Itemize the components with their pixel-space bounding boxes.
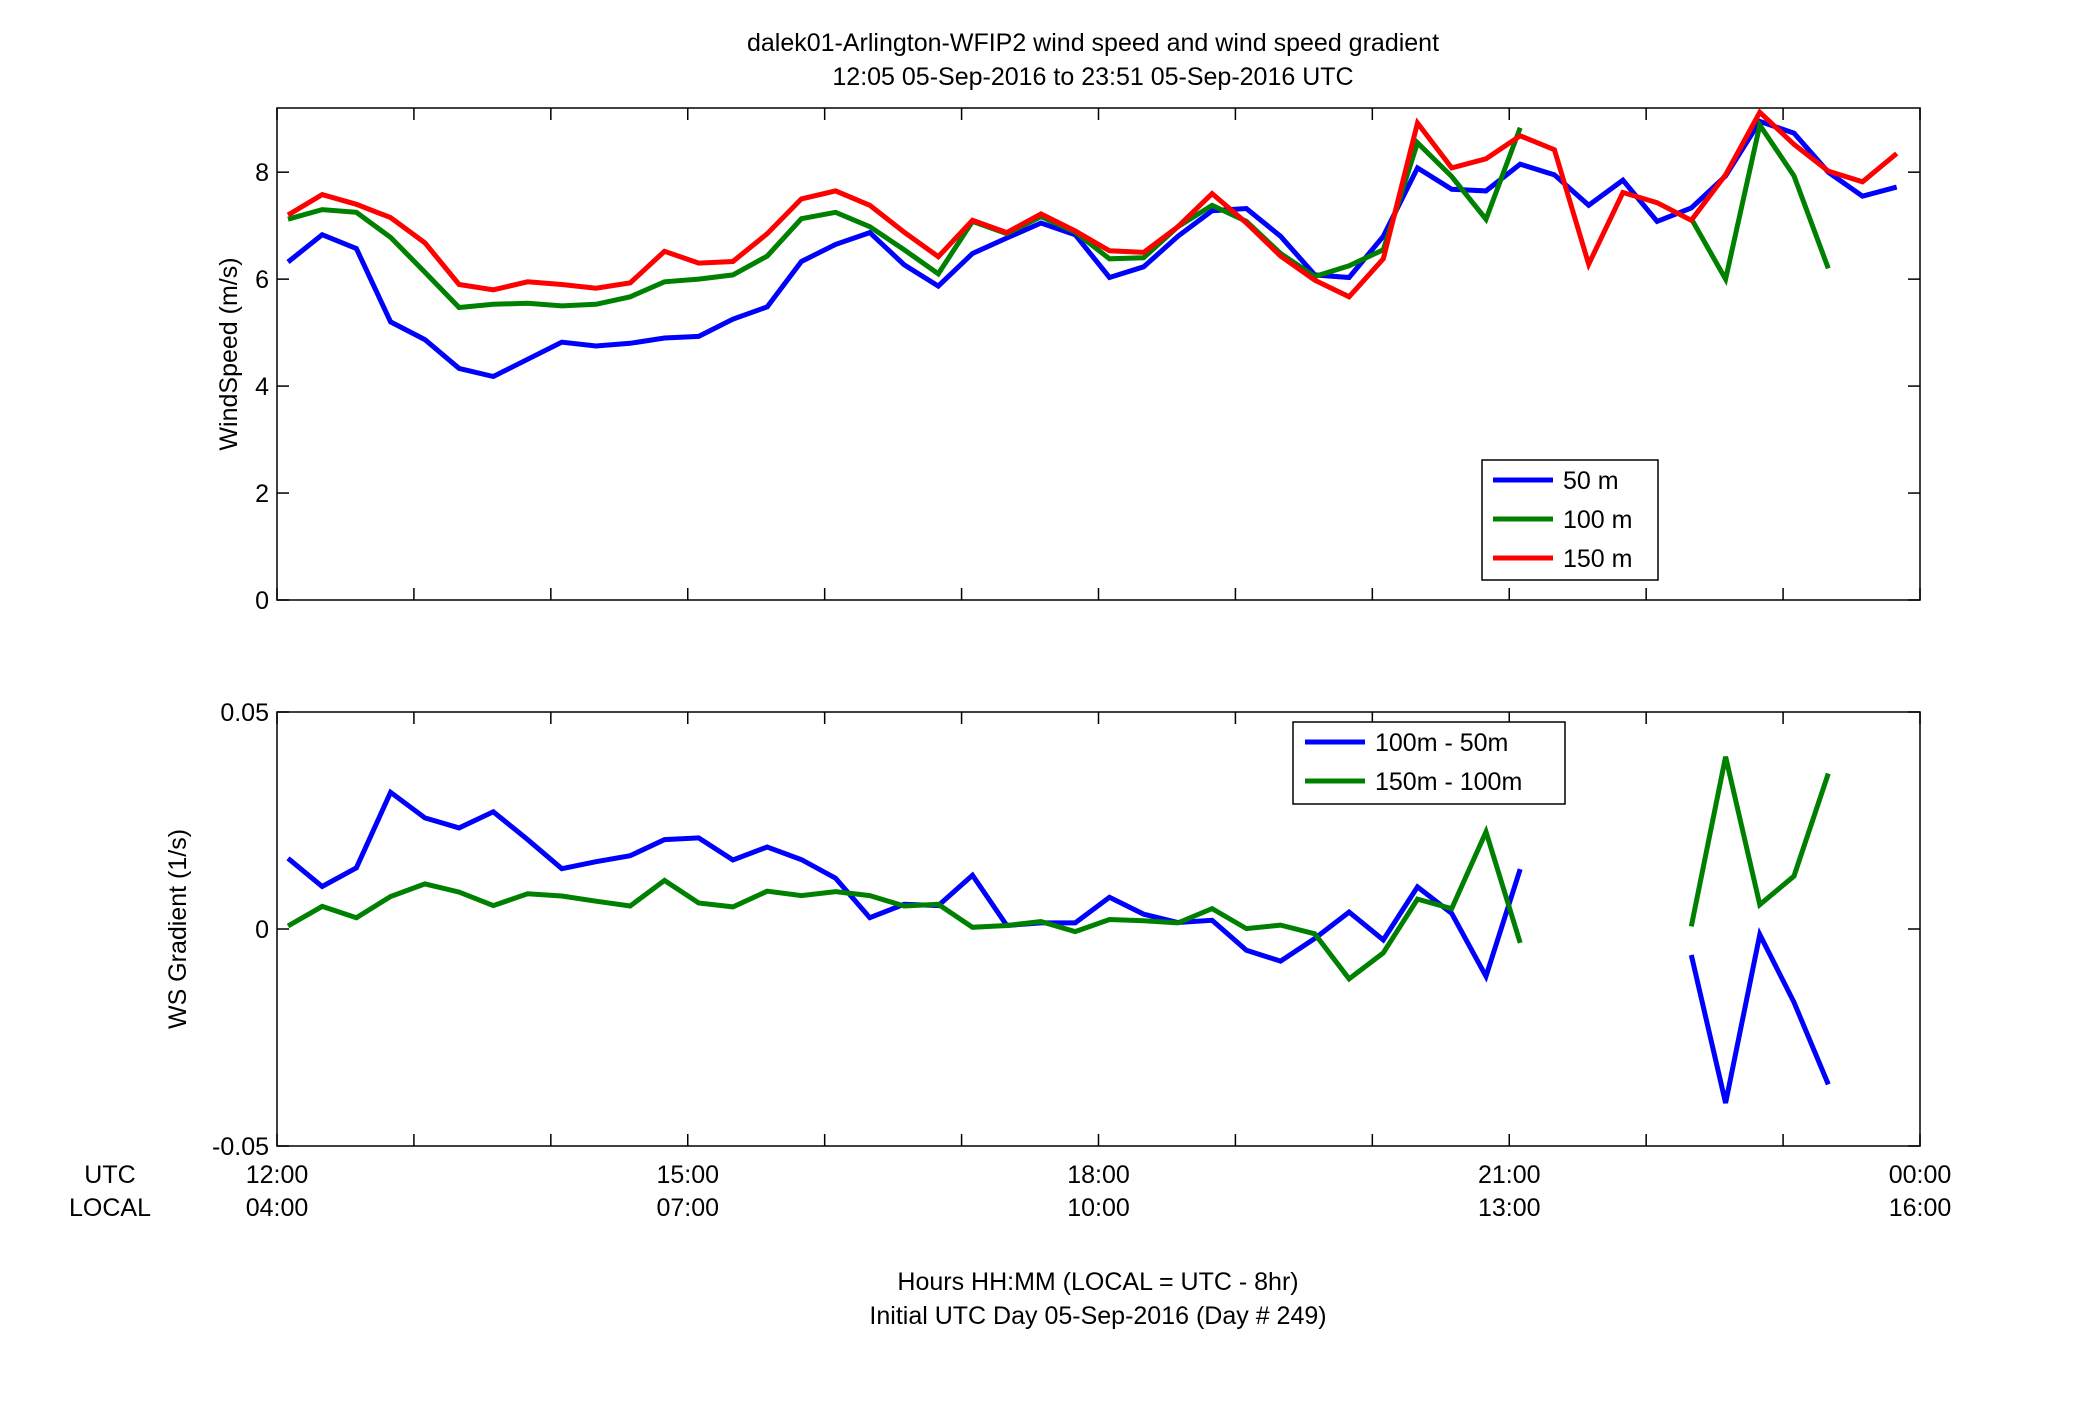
windspeed-series-line-0	[286, 118, 1898, 380]
windspeed-legend: 50 m 100 m 150 m	[1481, 459, 1659, 581]
windspeed-ytick-label: 8	[255, 159, 269, 187]
xtick-label-utc: 15:00	[656, 1161, 719, 1189]
xtick-label-local: 07:00	[656, 1194, 719, 1222]
xtick-label-local: 13:00	[1478, 1194, 1541, 1222]
gradient-legend: 100m - 50m 150m - 100m	[1292, 721, 1566, 805]
xtick-label-utc: 12:00	[246, 1161, 309, 1189]
windspeed-ytick-label: 2	[255, 480, 269, 508]
gradient-lines	[286, 756, 1831, 1104]
legend-label-100m: 100 m	[1563, 506, 1632, 534]
gradient-ticks: -0.05 0 0.05	[212, 699, 1921, 1161]
windspeed-ytick-label: 6	[255, 266, 269, 294]
gradient-series-line-1	[286, 756, 1831, 983]
gradient-plot-frame	[276, 711, 1921, 1147]
xtick-label-local: 10:00	[1067, 1194, 1130, 1222]
windspeed-ylabel: WindSpeed (m/s)	[215, 257, 243, 450]
legend-label-150m: 150 m	[1563, 545, 1632, 573]
x-axis-label-line1: Hours HH:MM (LOCAL = UTC - 8hr)	[897, 1268, 1298, 1296]
gradient-ytick-label: -0.05	[212, 1133, 269, 1161]
gradient-panel: -0.05 0 0.05 WS Gradient (1/s) 100m - 50m …	[164, 699, 1921, 1161]
windspeed-lines	[286, 108, 1899, 380]
xtick-label-local: 16:00	[1889, 1194, 1952, 1222]
legend-label-150m-100m: 150m - 100m	[1375, 768, 1522, 796]
xtick-label-utc: 00:00	[1889, 1161, 1952, 1189]
row-label-utc: UTC	[84, 1161, 135, 1189]
windspeed-series-line-1	[287, 118, 1831, 311]
windspeed-ytick-label: 0	[255, 587, 269, 615]
gradient-ytick-label: 0.05	[220, 699, 269, 727]
chart-title-line2: 12:05 05-Sep-2016 to 23:51 05-Sep-2016 U…	[832, 63, 1353, 91]
windspeed-ticks: 0 2 4 6 8	[255, 108, 1921, 615]
xtick-label-utc: 21:00	[1478, 1161, 1541, 1189]
legend-label-100m-50m: 100m - 50m	[1375, 729, 1508, 757]
windspeed-plot-frame	[276, 107, 1921, 601]
chart-title-line1: dalek01-Arlington-WFIP2 wind speed and w…	[747, 29, 1439, 57]
x-tick-labels: 12:00 04:00 15:00 07:00 18:00 10:00 21:00 13:00…	[246, 1161, 1952, 1222]
windspeed-ytick-label: 4	[255, 373, 269, 401]
windspeed-panel: 0 2 4 6 8 WindSpeed (m/s) 50 m 100 m 150 m	[215, 107, 1921, 615]
x-axis-label-line2: Initial UTC Day 05-Sep-2016 (Day # 249)	[869, 1302, 1326, 1330]
gradient-ytick-label: 0	[255, 916, 269, 944]
windspeed-series-line-2	[286, 108, 1899, 300]
xtick-label-local: 04:00	[246, 1194, 309, 1222]
legend-label-50m: 50 m	[1563, 467, 1619, 495]
row-label-local: LOCAL	[69, 1194, 151, 1222]
gradient-ylabel: WS Gradient (1/s)	[164, 829, 192, 1029]
xtick-label-utc: 18:00	[1067, 1161, 1130, 1189]
